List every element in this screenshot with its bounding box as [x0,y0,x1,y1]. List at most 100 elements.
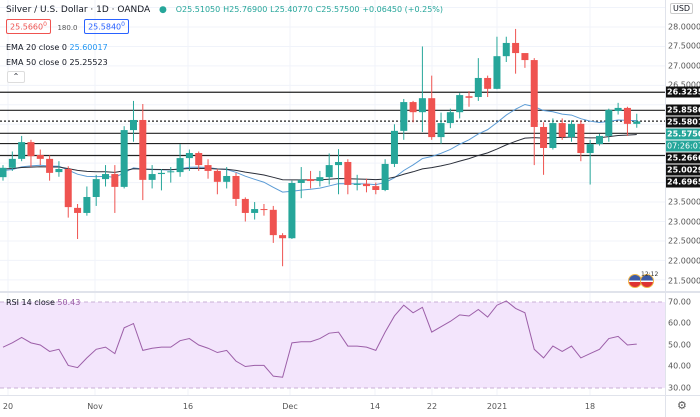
candle-body [344,161,352,185]
candle-body [540,126,548,148]
rsi-tick: 60.00 [668,318,691,328]
time-tick: 14 [369,402,381,411]
price-axis[interactable] [665,0,700,417]
candle-body [493,56,501,89]
candle-body [251,209,259,213]
candle-body [614,107,622,112]
candle-body [279,235,287,239]
candle-body [204,165,212,171]
rsi-tick: 30.00 [668,383,691,393]
level-tag: 25.58010 [666,116,700,128]
time-tick: 22 [426,402,438,411]
collapse-legend-button[interactable]: ⌃ [7,71,25,83]
sell-price-sup: 0 [43,21,47,28]
candle-body [325,165,333,178]
candle-body [558,123,566,138]
rsi-tick: 40.00 [668,361,691,371]
level-tag: 25.00293 [666,164,700,176]
time-axis-border [0,395,700,396]
candle-body [111,174,119,187]
candle-body [437,123,445,138]
candle-body [446,112,454,124]
price-tick: 27.00000 [668,61,700,71]
price-tick: 26.50000 [668,80,700,90]
candle-body [400,102,408,131]
price-tick: 22.50000 [668,236,700,246]
candle-body [568,123,576,138]
candle-body [288,182,296,239]
rsi-tick: 70.00 [668,297,691,307]
candle-body [185,153,193,159]
rsi-line [2,300,637,378]
sell-button[interactable]: 25.56600 [6,19,51,34]
time-tick: Dec [282,402,298,411]
price-tick: 21.50000 [668,276,700,286]
ema50-legend[interactable]: EMA 50 close 0 25.25523 [6,58,108,67]
candle-body [27,142,35,157]
candle-body [316,177,324,182]
candle-body [167,171,175,173]
candle-body [36,154,44,159]
buy-price-sup: 0 [121,21,125,28]
candle-body [372,186,380,190]
candle-body [390,130,398,164]
level-tag: 25.26661 [666,152,700,164]
candle-body [418,98,426,113]
ohlc-open: O25.51050 [175,5,221,14]
candle-body [260,209,268,211]
ohlc-close: C25.57500 [315,5,360,14]
symbol-title[interactable]: Silver / U.S. Dollar · 1D · OANDA [6,5,151,15]
buy-price: 25.5840 [88,22,122,32]
event-time-label: 12:12 [641,271,659,278]
ema50-value: 25.25523 [69,58,108,67]
candle-body [474,77,482,98]
time-tick: Nov [87,402,103,411]
candle-body [623,107,631,124]
rsi-chart[interactable] [0,293,665,395]
candle-body [148,174,156,180]
buy-button[interactable]: 25.58400 [84,19,129,34]
candle-body [502,42,510,57]
candle-body [223,175,231,182]
ohlc-low: L25.40770 [270,5,313,14]
pane-separator[interactable] [0,291,700,293]
candle-body [605,109,613,136]
candle-body [297,179,305,183]
candle-body [577,123,585,154]
economic-event-flag-icon[interactable] [640,274,654,288]
candle-body [8,158,16,168]
candle-body [335,161,343,166]
level-tag: 26.32350 [666,86,700,98]
candle-body [269,209,277,236]
sell-price: 25.5660 [10,22,44,32]
symbol-legend: Silver / U.S. Dollar · 1D · OANDA ● O25.… [6,5,443,15]
candle-body [484,77,492,89]
currency-button[interactable]: USD [670,3,694,14]
candle-body [74,207,82,213]
candle-body [195,153,203,166]
time-tick: 20 [2,402,14,411]
candle-body [595,135,603,145]
candle-body [18,142,26,159]
candle-body [176,158,184,173]
candle-body [83,196,91,213]
level-tag: 24.69657 [666,176,700,188]
price-tick: 28.00000 [668,22,700,32]
candle-body [139,119,147,180]
candle-body [129,119,137,131]
candle-body [157,172,165,175]
settings-gear-icon[interactable]: ⚙ [677,399,687,412]
ema20-legend[interactable]: EMA 20 close 0 25.60017 [6,43,108,52]
candle-body [241,198,249,213]
price-tick: 22.00000 [668,256,700,266]
candle-body [232,175,240,199]
candle-body [46,158,54,173]
spread: 180.0 [57,23,78,32]
price-tick: 27.50000 [668,41,700,51]
price-chart[interactable] [0,0,665,292]
market-status-icon: ● [159,5,167,15]
price-tick: 23.50000 [668,197,700,207]
rsi-legend[interactable]: RSI 14 close 50.43 [6,298,80,307]
candle-body [456,95,464,113]
candle-body [633,121,641,124]
